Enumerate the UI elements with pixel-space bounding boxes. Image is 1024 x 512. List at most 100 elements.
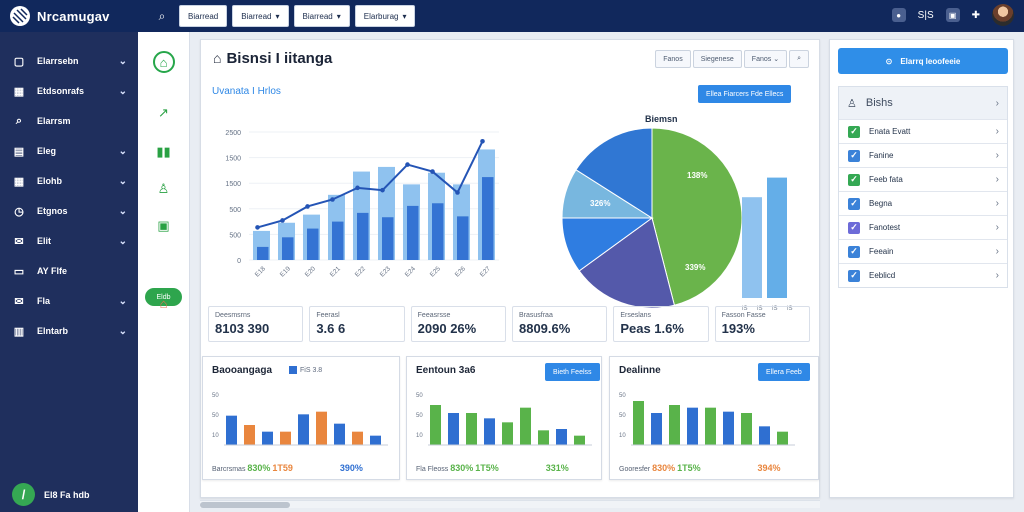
kpi-card-6[interactable]: Fasson Fasse 193% xyxy=(714,306,810,342)
inbox-icon: ✉ xyxy=(14,235,24,248)
checkbox-row-3[interactable]: ✓ Feeb fata › xyxy=(839,167,1007,191)
calendar-icon: ▦ xyxy=(13,175,25,188)
control-button-1[interactable]: Fanos xyxy=(655,50,691,68)
bars-icon[interactable]: ▮▮ xyxy=(156,144,171,159)
mini-bar xyxy=(280,431,291,445)
mini-bar xyxy=(520,407,531,445)
check-icon[interactable]: ✓ xyxy=(848,269,860,282)
check-icon[interactable]: ✓ xyxy=(848,149,860,162)
badge-icon[interactable]: ● xyxy=(891,8,906,22)
bar xyxy=(282,237,294,260)
mini-bar xyxy=(352,431,363,445)
sidebar-item-6[interactable]: ◷ Etgnos ⌄ xyxy=(0,196,138,226)
main-controls: Fanos Siegenese Fanos ⌄ ⌕ xyxy=(655,50,809,68)
sidebar-item-3[interactable]: ⌕ Elarrsm xyxy=(0,106,138,136)
user-icon: ♙ xyxy=(847,97,857,110)
mini-bar xyxy=(633,401,644,445)
line-point xyxy=(255,225,260,230)
panel-button-3[interactable]: Ellera Feeb xyxy=(758,363,810,381)
mini-bar xyxy=(705,407,716,445)
top-bar: Nrcamugav ⌕ Biarread Biarread ▾ Biarread ▾… xyxy=(0,0,1024,32)
link-icon[interactable]: ↗ xyxy=(158,105,169,120)
check-icon[interactable]: ✓ xyxy=(848,197,860,210)
top-menu-button-4[interactable]: Elarburag ▾ xyxy=(354,5,416,27)
mini-bar xyxy=(430,405,441,445)
sidebar-item-5[interactable]: ▦ Elohb ⌄ xyxy=(13,175,127,188)
primary-action-button[interactable]: ⊙ Elarrq leoofeeie xyxy=(838,48,1008,74)
rail-pill-button[interactable]: Eldb xyxy=(145,288,182,306)
side-bar xyxy=(767,177,787,298)
kpi-card-4[interactable]: Brasusfraa 8809.6% xyxy=(511,306,608,342)
check-icon[interactable]: ✓ xyxy=(848,245,860,258)
check-icon[interactable]: ✓ xyxy=(848,221,860,234)
user-icon[interactable]: ♙ xyxy=(157,181,170,196)
kpi-card-5[interactable]: Erseslans Peas 1.6% xyxy=(613,306,709,342)
checkbox-row-6[interactable]: ✓ Feeain › xyxy=(839,239,1007,263)
kpi-card-3[interactable]: Feeasrsse 2090 26% xyxy=(410,306,506,342)
right-list-header[interactable]: ♙ Bishs › xyxy=(839,87,1007,119)
grid-icon[interactable]: ▣ xyxy=(157,218,170,233)
sidebar-item-2[interactable]: ▦ Etdsonrafs ⌄ xyxy=(13,85,127,98)
x-tick-label: E21 xyxy=(329,265,342,278)
search-icon[interactable]: ⌕ xyxy=(158,8,166,23)
inbox-icon[interactable]: ▣ xyxy=(945,8,960,22)
sidebar-footer[interactable]: / El8 Fa hdb xyxy=(12,483,90,506)
line-point xyxy=(430,169,435,174)
sidebar-item-10[interactable]: ▥ Elntarb ⌄ xyxy=(13,325,127,338)
scroll-thumb[interactable] xyxy=(200,502,290,508)
top-menu-button-2[interactable]: Biarread ▾ xyxy=(232,5,289,27)
y-tick-label: 50 xyxy=(212,393,219,399)
home-icon[interactable]: ⌂ xyxy=(152,51,175,73)
app-name: Nrcamugav xyxy=(37,8,110,24)
y-tick-label: 50 xyxy=(416,393,423,399)
bottom-panel-3: Dealinne Ellera Feeb 50 50 10 Gooresfer 83… xyxy=(609,356,819,480)
search-icon[interactable]: ⌕ xyxy=(789,50,809,68)
kpi-row: Deesmsrns 8103 390 Feerasl 3.6 6 Feeasrsse… xyxy=(208,306,810,342)
top-menu-button-1[interactable]: Biarread xyxy=(179,5,228,27)
share-icon[interactable]: ✚ xyxy=(971,9,980,21)
checkbox-row-4[interactable]: ✓ Begna › xyxy=(839,191,1007,215)
control-button-3[interactable]: Fanos ⌄ xyxy=(743,50,788,68)
x-tick-label: E22 xyxy=(354,265,367,278)
y-tick-label: 0 xyxy=(237,258,241,265)
mini-bar xyxy=(334,423,345,445)
mini-bar xyxy=(298,414,309,445)
check-icon[interactable]: ✓ xyxy=(848,173,860,186)
top-menu-button-3[interactable]: Biarread ▾ xyxy=(293,5,350,27)
kpi-card-2[interactable]: Feerasl 3.6 6 xyxy=(309,306,405,342)
side-bar-tick: |S xyxy=(757,306,763,310)
chart-action-button[interactable]: Ellea Fiarcers Fde Ellecs xyxy=(698,85,792,103)
combo-chart: 0 500 500 1500 1500 2500 E18 E19 E20 E21 E22 E23 E24… xyxy=(225,130,499,279)
mini-bar xyxy=(484,418,495,445)
checkbox-row-2[interactable]: ✓ Fanine › xyxy=(839,143,1007,167)
side-bar-tick: |S xyxy=(787,306,793,310)
pie-label: 326% xyxy=(590,199,610,208)
check-icon[interactable]: ✓ xyxy=(848,125,860,138)
y-tick-label: 10 xyxy=(416,433,423,439)
horizontal-scrollbar[interactable] xyxy=(200,500,820,508)
avatar[interactable] xyxy=(992,4,1014,26)
line-point xyxy=(280,218,285,223)
pie-label: 138% xyxy=(687,171,707,180)
monitor-icon: ▢ xyxy=(13,55,25,68)
checkbox-row-5[interactable]: ✓ Fanotest › xyxy=(839,215,1007,239)
bottom-panel-2: Eentoun 3a6 Bieth Feelss 50 50 10 Fla Fleo… xyxy=(406,356,602,480)
kpi-card-1[interactable]: Deesmsrns 8103 390 xyxy=(208,306,304,342)
sidebar-item-7[interactable]: ✉ Elit ⌄ xyxy=(0,226,138,256)
control-button-2[interactable]: Siegenese xyxy=(692,50,742,68)
warning-icon[interactable]: ⌂ xyxy=(159,296,168,311)
sidebar-item-1[interactable]: ▢ Elarrsebn ⌄ xyxy=(13,55,127,68)
mini-bar xyxy=(370,435,381,445)
mini-bar xyxy=(244,425,255,445)
bar xyxy=(357,212,369,260)
panel-button-2[interactable]: Bieth Feelss xyxy=(545,363,600,381)
sidebar-item-8[interactable]: ▭ AY Flfe xyxy=(13,265,68,278)
bar xyxy=(457,216,469,260)
checkbox-row-7[interactable]: ✓ Eeblicd › xyxy=(839,263,1007,287)
y-tick-label: 2500 xyxy=(225,130,241,137)
bar xyxy=(382,217,394,260)
sidebar-item-4[interactable]: ▤ Eleg ⌄ xyxy=(13,145,127,158)
sidebar-item-9[interactable]: ✉ Fla ⌄ xyxy=(0,286,138,316)
mini-bar xyxy=(262,431,273,445)
checkbox-row-1[interactable]: ✓ Enata Evatt › xyxy=(839,119,1007,143)
